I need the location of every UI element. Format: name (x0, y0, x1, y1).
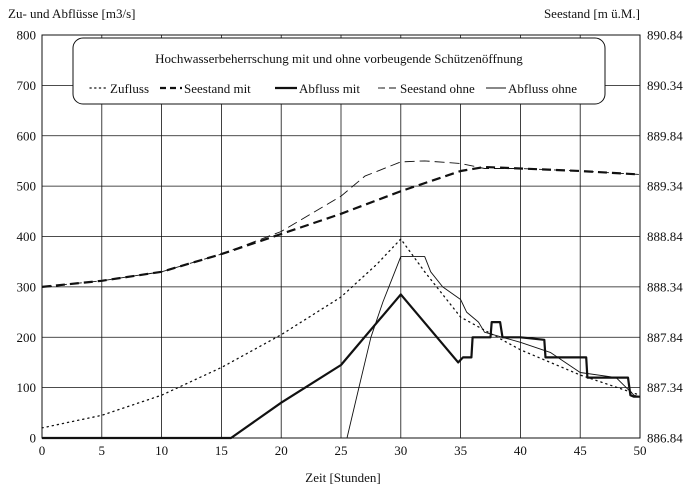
x-tick-label: 15 (215, 443, 228, 458)
legend-label-abfluss-ohne: Abfluss ohne (508, 81, 577, 96)
series-line-abfluss-mit (42, 293, 640, 440)
y-tick-label-left: 100 (17, 380, 37, 395)
y-tick-label-right: 886.84 (647, 431, 683, 446)
x-tick-label: 45 (574, 443, 587, 458)
series-line-seestand-ohne (41, 160, 641, 288)
y-tick-label-left: 800 (17, 28, 37, 43)
x-tick-label: 0 (39, 443, 46, 458)
y-tick-label-left: 400 (17, 229, 37, 244)
y-tick-label-right: 888.34 (647, 279, 683, 294)
x-tick-label: 30 (394, 443, 407, 458)
y-tick-label-left: 0 (30, 431, 37, 446)
x-tick-label: 10 (155, 443, 168, 458)
legend-label-zufluss: Zufluss (110, 81, 149, 96)
y-tick-label-right: 889.84 (647, 128, 683, 143)
x-tick-label: 50 (634, 443, 647, 458)
series-group (41, 160, 641, 440)
legend-label-seestand-mit: Seestand mit (184, 81, 251, 96)
y-tick-label-right: 890.34 (647, 78, 683, 93)
y-axis-right-label: Seestand [m ü.M.] (544, 6, 640, 21)
legend: Hochwasserbeherrschung mit und ohne vorb… (72, 37, 606, 105)
x-tick-label: 25 (335, 443, 348, 458)
legend-label-abfluss-mit: Abfluss mit (299, 81, 360, 96)
y-tick-label-left: 300 (17, 279, 37, 294)
x-tick-label: 40 (514, 443, 527, 458)
y-tick-label-left: 500 (17, 179, 37, 194)
x-tick-label: 5 (99, 443, 106, 458)
chart-title: Hochwasserbeherrschung mit und ohne vorb… (155, 51, 523, 66)
series-line-zufluss (41, 238, 641, 429)
series-line-abfluss-ohne (346, 256, 641, 439)
x-tick-label: 35 (454, 443, 467, 458)
tick-labels: 0 5 10 15 20 25 30 35 40 45 5001002003004005006007… (17, 28, 684, 459)
plot-frame (41, 34, 641, 439)
y-tick-label-left: 700 (17, 78, 37, 93)
y-tick-label-left: 200 (17, 330, 37, 345)
legend-label-seestand-ohne: Seestand ohne (400, 81, 475, 96)
x-tick-label: 20 (275, 443, 288, 458)
y-axis-left-label: Zu- und Abflüsse [m3/s] (8, 6, 135, 21)
legend-box (72, 37, 606, 105)
y-tick-label-right: 890.84 (647, 28, 683, 43)
y-tick-label-right: 888.84 (647, 229, 683, 244)
y-tick-label-right: 889.34 (647, 179, 683, 194)
y-tick-label-right: 887.34 (647, 380, 683, 395)
y-tick-label-left: 600 (17, 128, 37, 143)
y-tick-label-right: 887.84 (647, 330, 683, 345)
x-axis-label: Zeit [Stunden] (305, 470, 380, 485)
